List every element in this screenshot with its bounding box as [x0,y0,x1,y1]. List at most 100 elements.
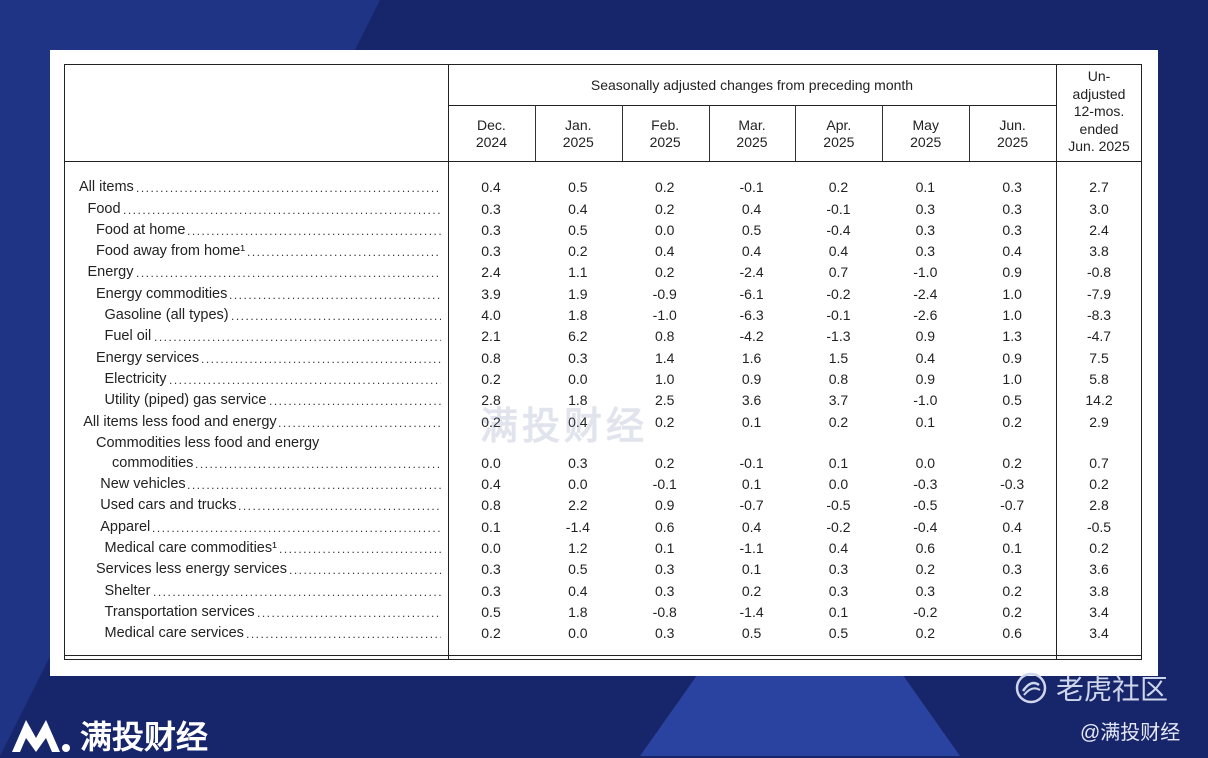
unadjusted-value-cell: -8.3 [1086,307,1112,323]
value-cell: -0.1 [739,179,764,195]
unadjusted-value-cell: 14.2 [1085,392,1113,409]
dot-leader: ........................................… [201,351,441,366]
value-cell: 0.9 [654,497,675,514]
value-cell: 0.3 [654,625,675,642]
dot-leader: ........................................… [278,415,441,430]
dot-leader: ........................................… [269,394,441,409]
value-cell: 0.1 [481,518,501,535]
value-cell: 0.2 [481,413,501,430]
group-header-label: Seasonally adjusted changes from precedi… [590,77,914,93]
unadjusted-value-cell: 3.4 [1089,603,1109,620]
month-header-line: Jun. [999,117,1026,133]
value-cell: 0.3 [1002,179,1022,195]
value-cell: 0.4 [741,243,762,260]
month-header-line: Dec. [477,117,506,133]
cpi-table-panel: Seasonally adjusted changes from precedi… [50,50,1158,676]
value-cell: 0.1 [915,413,936,430]
value-cell: 0.9 [1002,349,1022,366]
value-cell: 0.3 [654,561,675,578]
value-cell: 0.2 [828,413,849,430]
value-cell: 0.7 [828,264,849,281]
unadjusted-value-cell: -4.7 [1086,328,1112,345]
value-cell: 0.4 [654,243,675,260]
value-cell: 1.1 [568,264,588,281]
value-cell: 2.2 [568,497,588,514]
unadjusted-value-cell: -7.9 [1086,285,1112,302]
value-cell: 1.9 [568,285,588,302]
value-cell: -1.4 [565,518,590,535]
value-cell: 1.0 [1002,285,1022,302]
month-header-line: Feb. [651,117,680,133]
dot-leader: ........................................… [123,202,441,217]
row-label: Fuel oil [104,328,152,345]
value-cell: 1.0 [1002,307,1022,323]
value-cell: 0.8 [654,328,675,345]
row-label: Gasoline (all types) [104,307,229,323]
value-cell: 1.8 [568,603,588,620]
month-header: Jan. 2025 [535,117,622,151]
value-cell: 1.0 [1002,370,1022,387]
unadjusted-value-cell: 0.2 [1089,540,1109,556]
value-cell: 0.2 [654,413,675,430]
value-cell: 0.5 [828,625,849,642]
month-header-line: Mar. [738,117,766,133]
value-cell: -6.1 [739,285,764,302]
column-divider [795,105,797,161]
watermark-text: 满投财经 [480,406,649,448]
value-cell: 0.2 [654,454,675,471]
value-cell: 0.8 [481,349,501,366]
value-cell: 0.9 [915,370,936,387]
row-label: Used cars and trucks [100,497,237,514]
column-divider [708,105,710,161]
author-handle: @满投财经 [1080,722,1181,744]
value-cell: 0.3 [481,200,501,217]
unadjusted-value-cell: 3.4 [1089,625,1109,642]
unadjusted-divider [1056,65,1057,659]
value-cell: 0.3 [568,349,588,366]
tiger-community-logo: 老虎社区 [1014,668,1168,708]
unadjusted-header: Un-adjusted 12-mos. ended Jun. 2025 [1056,68,1142,156]
table-bottom-rule [65,655,1141,656]
value-cell: -0.8 [652,603,677,620]
unadjusted-value-cell: 3.0 [1089,200,1109,217]
header-bottom-rule [65,161,1141,162]
value-cell: 0.4 [481,179,501,195]
value-cell: 0.1 [828,603,849,620]
value-cell: 0.5 [741,221,762,238]
value-cell: 0.4 [741,518,762,535]
value-cell: 0.4 [828,540,849,556]
value-cell: 0.1 [1002,540,1022,556]
value-cell: 0.0 [654,221,675,238]
value-cell: 0.4 [568,413,588,430]
value-cell: -1.0 [913,392,938,409]
unadjusted-value-cell: 3.8 [1089,243,1109,260]
row-label: Electricity [104,370,167,387]
value-cell: 0.2 [1002,603,1022,620]
dot-leader: ........................................… [153,584,441,599]
value-cell: -0.7 [739,497,764,514]
value-cell: 0.5 [568,221,588,238]
value-cell: 0.3 [481,221,501,238]
value-cell: 2.8 [481,392,501,409]
dot-leader: ........................................… [195,456,441,471]
footer-brand-logo: 满投财经 [10,712,208,758]
value-cell: -0.2 [826,285,851,302]
stub-divider [448,65,449,659]
value-cell: 1.5 [828,349,849,366]
value-cell: 0.5 [481,603,501,620]
unadjusted-header-line: adjusted [1072,85,1126,102]
value-cell: 0.0 [568,370,588,387]
value-cell: 0.0 [828,476,849,493]
value-cell: 0.4 [1002,243,1022,260]
value-cell: 0.4 [1002,518,1022,535]
value-cell: -0.2 [826,518,851,535]
dot-leader: ........................................… [246,627,441,642]
value-cell: 0.9 [915,328,936,345]
row-label: Commodities less food and energy [96,434,320,451]
value-cell: 0.2 [654,179,675,195]
value-cell: 0.6 [1002,625,1022,642]
value-cell: 0.5 [568,561,588,578]
month-header-line: 2025 [823,134,855,150]
value-cell: 1.8 [568,392,588,409]
month-header-line: Jan. [565,117,592,133]
